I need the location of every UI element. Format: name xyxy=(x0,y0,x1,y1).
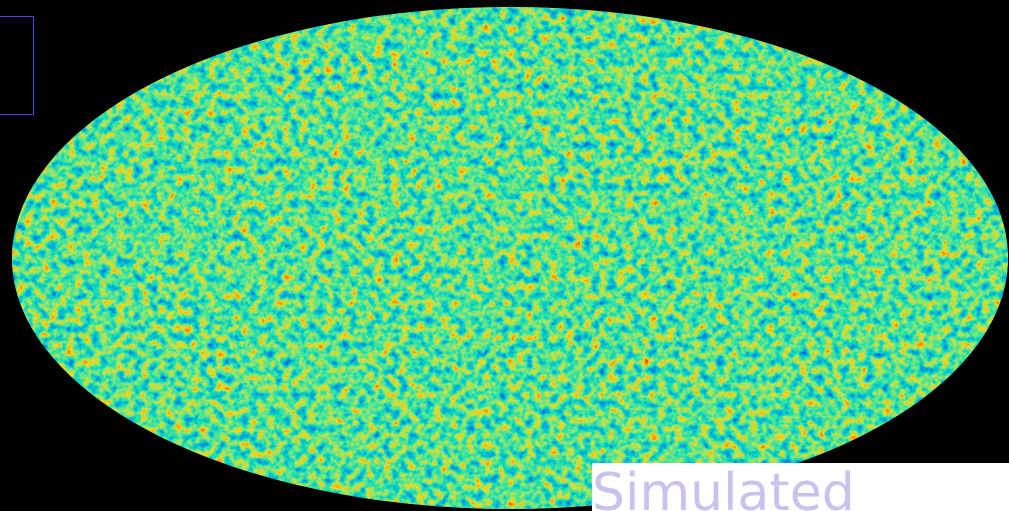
sky-map xyxy=(0,0,1009,511)
caption-box: Simulated xyxy=(592,463,1009,511)
slide: Simulated xyxy=(0,0,1009,511)
outline-box xyxy=(0,16,34,115)
caption: Simulated xyxy=(592,467,855,511)
map-noise xyxy=(12,7,1008,509)
